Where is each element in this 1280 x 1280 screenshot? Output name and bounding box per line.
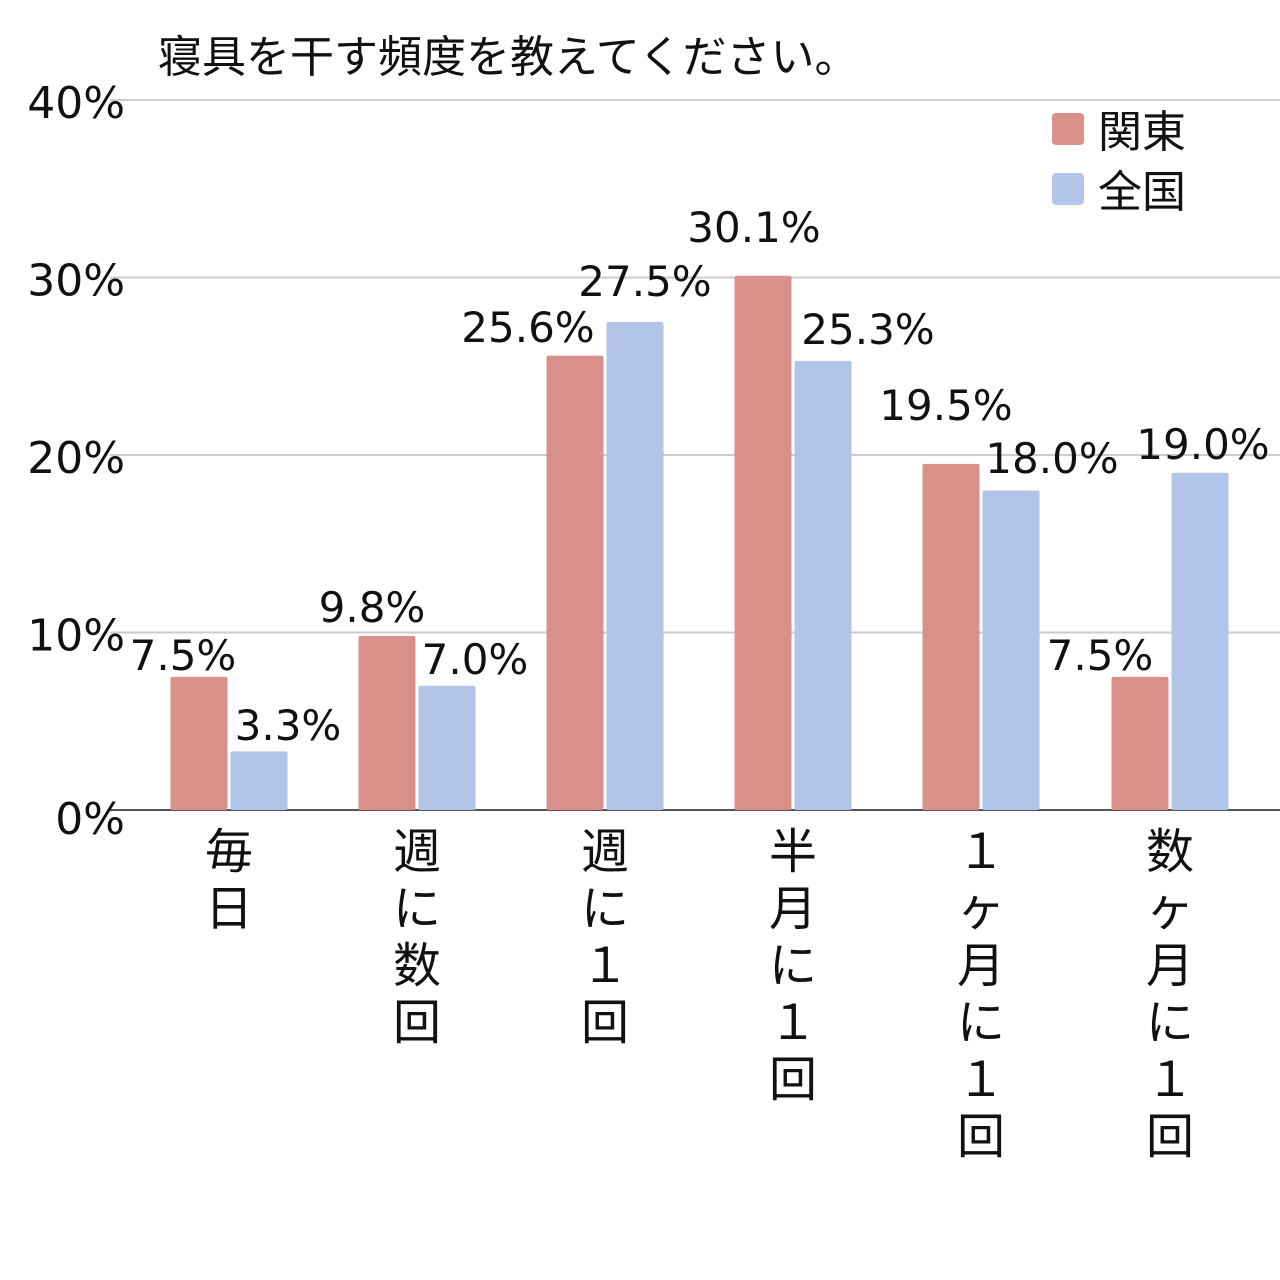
y-axis-ticks: 0% 10% 20% 30% 40% (27, 78, 125, 845)
data-label: 19.5% (879, 381, 1012, 430)
data-label: 7.5% (130, 631, 237, 680)
chart-title: 寝具を干す頻度を教えてください。 (158, 32, 858, 83)
data-labels: 7.5% 3.3% 9.8%7.0% 25.6%27.5% 30.1% 25.3% 19.5… (130, 203, 1270, 750)
data-label: 7.5% (1047, 631, 1154, 680)
legend-label: 関東 (1098, 107, 1186, 158)
bar-関東-5 (1111, 676, 1169, 810)
bar-関東-1 (358, 636, 416, 810)
data-label: 7.0% (422, 635, 529, 684)
data-label: 25.6% (461, 303, 594, 352)
bar-全国-4 (982, 490, 1040, 810)
bar-全国-3 (794, 360, 852, 810)
data-label: 18.0% (985, 434, 1118, 483)
data-label: 19.0% (1136, 420, 1269, 469)
y-tick-label: 30% (27, 256, 125, 307)
x-axis-ticks: 毎日 週に数回 週に１回 半月に１回 １ヶ月に１回 数ヶ月に１回 (205, 824, 1194, 1165)
legend-label: 全国 (1098, 167, 1186, 218)
legend-swatch (1052, 113, 1084, 145)
bar-全国-1 (418, 685, 476, 810)
x-tick-label: 週に数回 (393, 824, 441, 1051)
x-tick-label: 数ヶ月に１回 (1146, 824, 1194, 1165)
bar-全国-0 (230, 751, 288, 810)
bar-関東-0 (170, 676, 228, 810)
bar-全国-5 (1171, 472, 1229, 810)
legend-swatch (1052, 173, 1084, 205)
bars (170, 275, 1229, 811)
y-tick-label: 20% (27, 433, 125, 484)
y-tick-label: 10% (27, 611, 125, 662)
x-tick-label: １ヶ月に１回 (957, 824, 1005, 1165)
y-tick-label: 40% (27, 78, 125, 129)
bar-関東-2 (546, 355, 604, 810)
bar-関東-4 (922, 463, 980, 810)
data-label: 9.8% (319, 583, 426, 632)
data-label: 27.5% (578, 257, 711, 306)
bar-関東-3 (734, 275, 792, 811)
x-tick-label: 半月に１回 (769, 824, 817, 1108)
x-tick-label: 毎日 (205, 824, 253, 937)
data-label: 3.3% (235, 701, 342, 750)
y-tick-label: 0% (55, 794, 125, 845)
bar-全国-2 (606, 321, 664, 810)
data-label: 30.1% (687, 203, 820, 252)
data-label: 25.3% (801, 305, 934, 354)
x-tick-label: 週に１回 (581, 824, 629, 1051)
gridlines (110, 99, 1280, 811)
